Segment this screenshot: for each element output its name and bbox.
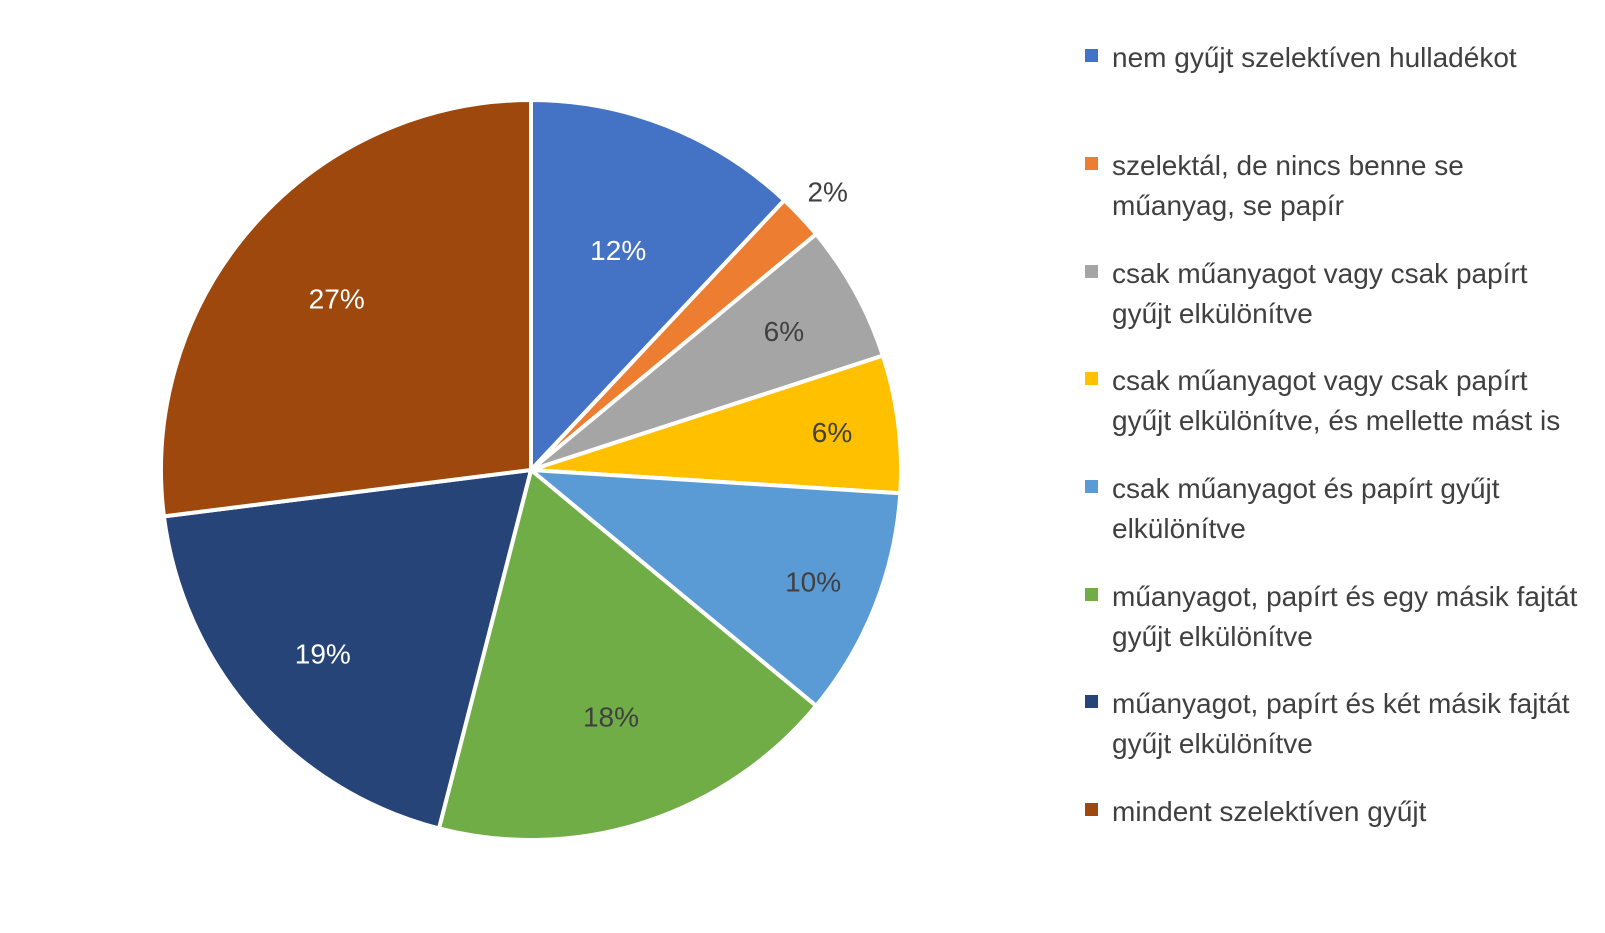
legend-label: műanyagot, papírt és két másik fajtát gy… [1112, 688, 1570, 759]
legend-swatch [1085, 157, 1098, 170]
data-label-5: 10% [785, 567, 841, 598]
pie-data-labels: 12% 2% 6% 6% 10% 18% 19% 27% [295, 176, 852, 732]
data-label-8: 27% [309, 284, 365, 315]
data-label-4: 6% [812, 417, 852, 448]
legend-swatch [1085, 695, 1098, 708]
legend-label: csak műanyagot vagy csak papírt gyűjt el… [1112, 258, 1528, 329]
data-label-3: 6% [764, 316, 804, 347]
legend-swatch [1085, 588, 1098, 601]
pie-slice-8 [159, 98, 533, 519]
legend-swatch [1085, 803, 1098, 816]
legend-label: szelektál, de nincs benne se műanyag, se… [1112, 150, 1464, 221]
pie-slices [159, 98, 903, 843]
data-label-2: 2% [807, 176, 847, 207]
data-label-1: 12% [590, 235, 646, 266]
legend-label: nem gyűjt szelektíven hulladékot [1112, 42, 1517, 73]
legend-label: mindent szelektíven gyűjt [1112, 796, 1427, 827]
data-label-6: 18% [583, 701, 639, 732]
pie-slice-4 [529, 353, 903, 496]
legend-swatch [1085, 49, 1098, 62]
legend-swatch [1085, 372, 1098, 385]
pie-slice-6 [436, 468, 819, 843]
legend-label: csak műanyagot és papírt gyűjt elkülönít… [1112, 473, 1500, 544]
legend-swatch [1085, 265, 1098, 278]
legend-swatch [1085, 480, 1098, 493]
legend-label: csak műanyagot vagy csak papírt gyűjt el… [1112, 365, 1561, 436]
pie-slice-1 [529, 98, 787, 472]
legend-label: műanyagot, papírt és egy másik fajtát gy… [1112, 581, 1578, 652]
data-label-7: 19% [295, 639, 351, 670]
pie-slice-5 [529, 468, 903, 708]
pie-slice-3 [529, 232, 885, 472]
pie-slice-7 [161, 468, 533, 831]
